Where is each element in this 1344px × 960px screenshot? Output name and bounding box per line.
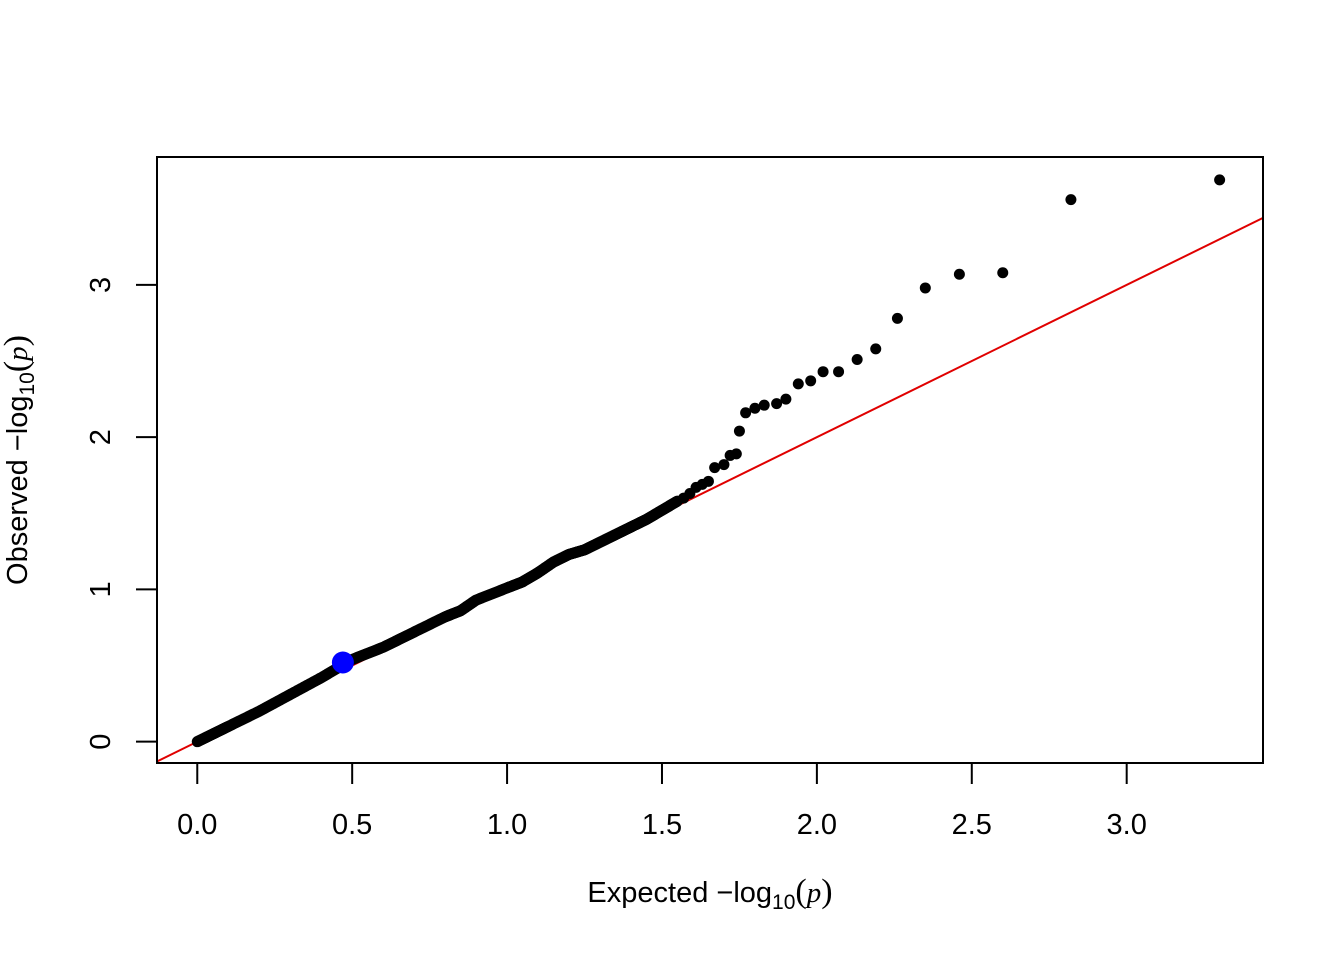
data-point [1065, 194, 1077, 206]
data-point [718, 459, 730, 471]
data-point [758, 399, 770, 411]
data-point [997, 267, 1009, 279]
x-axis-title-prefix: Expected [587, 877, 716, 909]
x-tick-label: 0.0 [177, 809, 217, 841]
x-axis-title-base: 10 [772, 891, 795, 914]
x-axis-title-minus: − [716, 877, 733, 909]
data-point [953, 268, 965, 280]
data-point [851, 354, 863, 366]
x-axis-title: Expected −log10(p) [587, 873, 832, 914]
x-tick-label: 1.0 [487, 809, 527, 841]
y-axis-title-var: p [2, 346, 34, 363]
x-tick-label: 2.5 [952, 809, 992, 841]
data-point [702, 475, 714, 487]
y-tick-label: 3 [85, 277, 117, 293]
y-axis-title-prefix: Observed [2, 451, 34, 585]
x-axis: 0.0 0.5 1.0 1.5 2.0 2.5 3.0 [177, 762, 1147, 841]
data-point [870, 343, 882, 355]
y-tick-label: 2 [85, 429, 117, 445]
data-point [771, 398, 783, 410]
y-tick-label: 0 [85, 734, 117, 750]
y-axis-title: Observed −log10(p) [0, 335, 39, 585]
data-point [740, 407, 752, 419]
x-tick-label: 1.5 [642, 809, 682, 841]
data-point [749, 402, 761, 414]
x-tick-label: 3.0 [1107, 809, 1147, 841]
data-point [792, 378, 804, 390]
x-axis-title-open: ( [795, 873, 806, 910]
x-tick-label: 0.5 [332, 809, 372, 841]
y-axis-title-open: ( [0, 361, 35, 372]
data-points [191, 174, 1226, 748]
y-axis-title-minus: − [2, 434, 34, 451]
y-axis-title-close: ) [0, 335, 35, 346]
data-point [805, 375, 817, 387]
x-axis-title-var: p [805, 877, 822, 909]
data-point [817, 366, 829, 378]
x-axis-title-log: log [733, 877, 772, 909]
y-axis-title-log: log [2, 396, 34, 435]
data-point [780, 393, 792, 405]
data-point [919, 282, 931, 294]
x-tick-label: 2.0 [797, 809, 837, 841]
data-point [1214, 174, 1226, 186]
data-point [730, 448, 742, 460]
x-axis-title-close: ) [821, 873, 832, 910]
y-axis: 0 1 2 3 [85, 277, 158, 750]
data-point [891, 312, 903, 324]
y-tick-label: 1 [85, 581, 117, 597]
y-axis-title-base: 10 [16, 372, 39, 395]
data-point [733, 425, 745, 437]
data-point [833, 366, 845, 378]
data-point [709, 462, 721, 474]
highlighted-point [331, 651, 354, 674]
